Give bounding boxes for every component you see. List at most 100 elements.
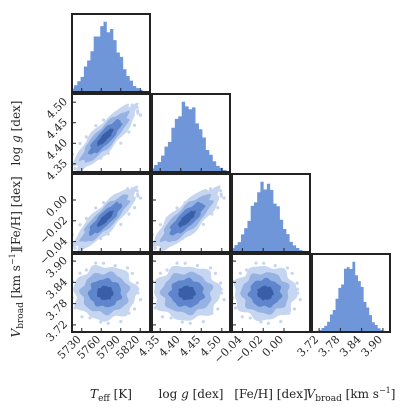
outlier-point [130, 271, 134, 275]
outlier-point [210, 212, 214, 216]
panel-logg-teff: 4.354.404.454.50 [44, 93, 151, 184]
y-tick-label-logg: 4.35 [44, 157, 71, 184]
outlier-point [216, 307, 220, 311]
outlier-point [136, 109, 140, 113]
outlier-point [169, 316, 173, 320]
outlier-point [210, 311, 214, 315]
outlier-point [136, 287, 140, 291]
outlier-point [94, 124, 98, 128]
y-tick-label-logg: 4.40 [44, 136, 71, 163]
outlier-point [125, 187, 130, 191]
contour-logg-vbroad-level-4 [178, 285, 196, 301]
outlier-point [195, 264, 200, 268]
outlier-point [219, 291, 223, 295]
outlier-point [175, 261, 179, 265]
panel-vbroad-vbroad: 3.723.783.843.90 [295, 253, 391, 359]
histogram-logg [152, 101, 230, 172]
outlier-point [101, 261, 106, 265]
panel-logg-logg [151, 93, 231, 173]
outlier-point [127, 130, 131, 134]
y-axis-label-logg: log g [dex] [9, 101, 23, 166]
outlier-point [127, 212, 131, 216]
outlier-point [296, 291, 300, 295]
contour-logg-feh-level-4 [178, 210, 196, 228]
outlier-point [119, 320, 123, 324]
outlier-point [169, 241, 173, 246]
outlier-point [130, 186, 134, 191]
outlier-point [183, 261, 187, 265]
outlier-point [201, 320, 205, 324]
x-axis-label-logg: log g [dex] [159, 387, 224, 401]
outlier-point [188, 321, 192, 325]
outlier-point [208, 187, 213, 191]
outlier-point [106, 232, 110, 236]
outlier-point [94, 261, 98, 265]
panel-frame [71, 173, 151, 253]
outlier-point [238, 271, 242, 275]
outlier-point [233, 306, 238, 310]
contour-feh-vbroad-level-4 [256, 285, 275, 301]
y-tick-label-logg: 4.45 [44, 116, 71, 143]
outlier-point [101, 118, 106, 122]
outlier-point [262, 261, 266, 265]
outlier-point [245, 268, 249, 272]
outlier-point [136, 192, 140, 196]
outlier-point [84, 135, 88, 139]
y-tick-label-feh: 0.00 [44, 193, 71, 220]
outlier-point [254, 261, 258, 265]
outlier-point [99, 320, 103, 324]
outlier-point [188, 232, 192, 236]
panel-frame [231, 253, 311, 333]
outlier-point [138, 113, 143, 117]
outlier-point [183, 201, 187, 205]
outlier-point [153, 306, 157, 310]
outlier-point [135, 105, 139, 109]
outlier-point [208, 266, 213, 270]
outlier-point [132, 206, 137, 210]
outlier-point [292, 307, 296, 311]
outlier-point [160, 246, 165, 251]
outlier-point [88, 161, 92, 166]
contour-teff-feh-level-4 [96, 210, 114, 228]
outlier-point [101, 201, 106, 205]
outlier-point [158, 223, 163, 227]
histogram-vbroad [315, 261, 387, 332]
outlier-point [135, 281, 139, 285]
outlier-point [165, 268, 169, 272]
panel-frame [151, 93, 231, 173]
x-tick-label-logg: 4.45 [177, 333, 204, 360]
outlier-point [290, 271, 294, 275]
outlier-point [130, 103, 134, 107]
panel-frame [151, 253, 231, 333]
x-axis-label-feh: [Fe/H] [dex] [234, 387, 307, 401]
outlier-point [84, 216, 88, 221]
outlier-point [78, 271, 82, 275]
y-axis-label-vbroad: Vbroad [km s−1] [8, 249, 26, 338]
outlier-point [222, 196, 226, 200]
outlier-point [73, 246, 77, 250]
outlier-point [259, 320, 263, 324]
outlier-point [135, 189, 139, 193]
outlier-point [240, 315, 244, 319]
outlier-point [132, 307, 137, 311]
outlier-point [73, 166, 77, 171]
outlier-point [99, 156, 103, 160]
histogram-feh [232, 181, 306, 252]
outlier-point [287, 311, 291, 315]
outlier-point [180, 236, 184, 241]
outlier-point [219, 281, 223, 285]
outlier-point [94, 206, 98, 210]
outlier-point [295, 287, 300, 291]
outlier-point [138, 298, 143, 302]
outlier-point [295, 281, 299, 285]
outlier-point [73, 306, 77, 310]
outlier-point [219, 189, 223, 193]
panel-frame [71, 93, 151, 173]
panel-teff-teff [71, 13, 151, 93]
outlier-point [88, 316, 92, 320]
outlier-point [136, 291, 140, 295]
panel-feh-logg [151, 173, 231, 253]
contour-teff-logg-level-4 [97, 128, 114, 147]
